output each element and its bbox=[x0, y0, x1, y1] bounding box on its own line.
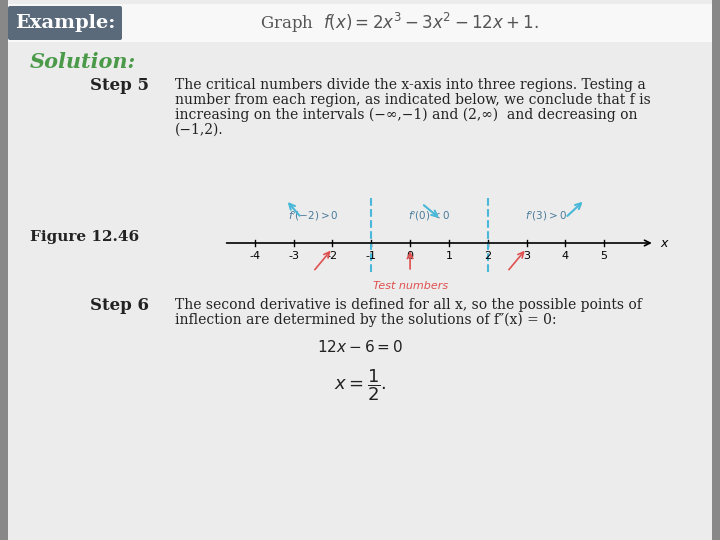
FancyBboxPatch shape bbox=[6, 4, 714, 42]
Text: Figure 12.46: Figure 12.46 bbox=[30, 230, 139, 244]
Text: 0: 0 bbox=[407, 251, 413, 261]
Text: Test numbers: Test numbers bbox=[372, 281, 448, 291]
Text: Step 6: Step 6 bbox=[90, 296, 149, 314]
Text: $f'(3) > 0$: $f'(3) > 0$ bbox=[525, 210, 567, 223]
Text: -2: -2 bbox=[327, 251, 338, 261]
Text: $f'(0) < 0$: $f'(0) < 0$ bbox=[408, 210, 451, 223]
Text: Example:: Example: bbox=[15, 14, 115, 32]
Text: $x = \dfrac{1}{2}.$: $x = \dfrac{1}{2}.$ bbox=[333, 367, 387, 403]
Text: x: x bbox=[660, 237, 668, 249]
Text: -4: -4 bbox=[249, 251, 261, 261]
Text: 2: 2 bbox=[484, 251, 491, 261]
Text: 5: 5 bbox=[600, 251, 608, 261]
Text: number from each region, as indicated below, we conclude that f is: number from each region, as indicated be… bbox=[175, 93, 651, 107]
Text: increasing on the intervals (−∞,−1) and (2,∞)  and decreasing on: increasing on the intervals (−∞,−1) and … bbox=[175, 108, 637, 122]
Text: 3: 3 bbox=[523, 251, 530, 261]
Text: Step 5: Step 5 bbox=[90, 77, 149, 93]
Text: The critical numbers divide the x-axis into three regions. Testing a: The critical numbers divide the x-axis i… bbox=[175, 78, 646, 92]
Text: (−1,2).: (−1,2). bbox=[175, 123, 224, 137]
Text: The second derivative is defined for all x, so the possible points of: The second derivative is defined for all… bbox=[175, 298, 642, 312]
Text: 1: 1 bbox=[446, 251, 452, 261]
Text: $12x - 6 = 0$: $12x - 6 = 0$ bbox=[317, 339, 403, 355]
Bar bbox=[712, 0, 720, 540]
Text: -3: -3 bbox=[288, 251, 299, 261]
Text: Solution:: Solution: bbox=[30, 52, 136, 72]
Text: Graph  $f(x) = 2x^3 - 3x^2 - 12x + 1.$: Graph $f(x) = 2x^3 - 3x^2 - 12x + 1.$ bbox=[260, 11, 539, 35]
Text: 4: 4 bbox=[562, 251, 569, 261]
Bar bbox=[0, 0, 8, 540]
Text: -1: -1 bbox=[366, 251, 377, 261]
Text: $f'(-2) > 0$: $f'(-2) > 0$ bbox=[288, 210, 338, 223]
FancyBboxPatch shape bbox=[8, 6, 122, 40]
Text: inflection are determined by the solutions of f″(x) = 0:: inflection are determined by the solutio… bbox=[175, 313, 557, 327]
